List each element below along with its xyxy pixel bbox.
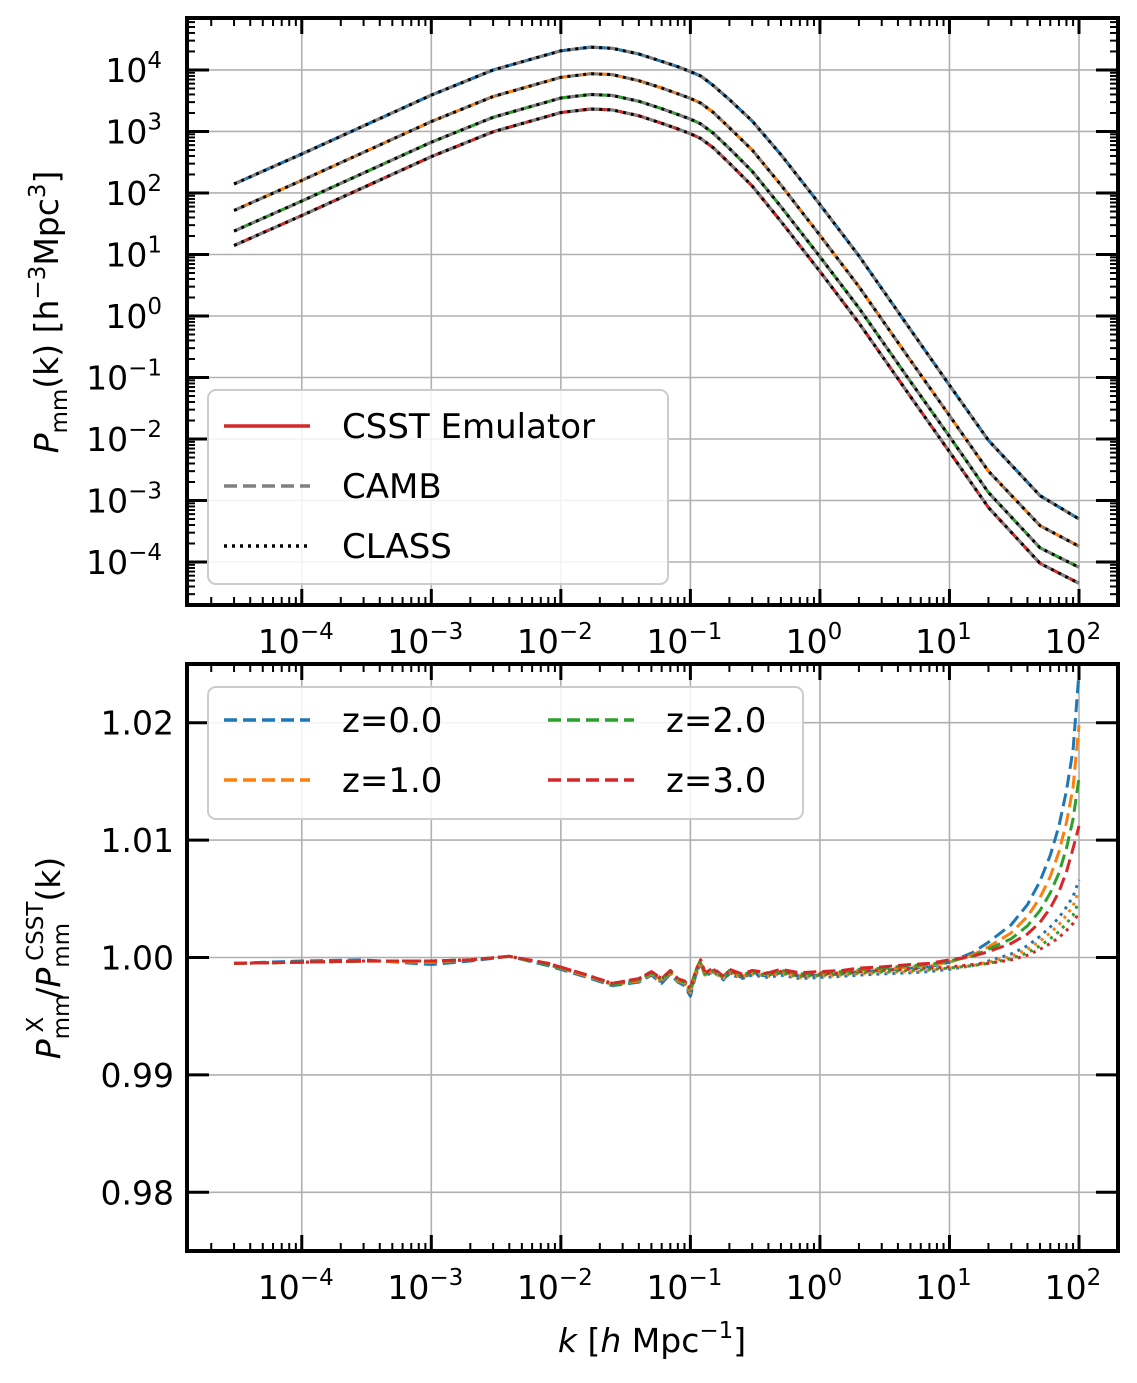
x-tick-label: 10−1 xyxy=(646,1265,722,1307)
y-tick-label: 101 xyxy=(105,232,162,274)
top-ticks: 10−4 10−3 10−2 10−1 100 101 102 104 103 102 101 100… xyxy=(86,18,1118,661)
x-tick-label: 10−2 xyxy=(517,619,593,661)
legend-label-z3: z=3.0 xyxy=(666,761,766,801)
x-tick-label: 10−3 xyxy=(387,619,463,661)
legend-label-class: CLASS xyxy=(342,527,452,567)
x-tick-label: 10−4 xyxy=(258,1265,334,1307)
x-tick-label: 10−1 xyxy=(646,619,722,661)
y-tick-label: 10−1 xyxy=(86,355,162,397)
x-tick-label: 100 xyxy=(786,1265,843,1307)
x-tick-label: 102 xyxy=(1045,1265,1102,1307)
y-tick-label: 102 xyxy=(105,171,162,213)
legend-label-camb: CAMB xyxy=(342,467,442,507)
top-legend: CSST Emulator CAMB CLASS xyxy=(207,389,669,585)
x-tick-label: 10−2 xyxy=(517,1265,593,1307)
legend-label-emulator: CSST Emulator xyxy=(342,407,595,447)
bottom-legend-box xyxy=(207,686,804,820)
ratio-line-6 xyxy=(234,900,1081,992)
bottom-panel-ratio: 10−4 10−3 10−2 10−1 100 101 102 1.02 1.01 1.00 0.9… xyxy=(23,662,1120,1360)
y-tick-label: 104 xyxy=(105,48,162,90)
series-line-class-z=1.0 xyxy=(233,72,1080,548)
series-line-class-z=0.0 xyxy=(233,45,1080,521)
y-tick-label: 10−2 xyxy=(86,417,162,459)
ratio-line-4 xyxy=(234,879,1081,996)
series-line-class-z=3.0 xyxy=(233,107,1080,585)
top-panel-power-spectrum: 10−4 10−3 10−2 10−1 100 101 102 104 103 102 101 100… xyxy=(25,16,1120,661)
top-plot-frame xyxy=(185,16,1120,607)
y-tick-label: 103 xyxy=(105,109,162,151)
x-tick-label: 101 xyxy=(915,619,972,661)
top-y-axis-label: Pmm(k) [h−3Mpc3] xyxy=(25,171,73,454)
x-tick-label: 100 xyxy=(786,619,843,661)
x-tick-label: 10−3 xyxy=(387,1265,463,1307)
legend-label-z2: z=2.0 xyxy=(666,701,766,741)
y-tick-label: 0.99 xyxy=(101,1056,174,1095)
y-tick-label: 1.01 xyxy=(101,821,174,860)
top-lines xyxy=(233,45,1080,585)
x-tick-label: 102 xyxy=(1045,619,1102,661)
bottom-legend: z=0.0 z=1.0 z=2.0 z=3.0 xyxy=(207,686,804,820)
x-tick-label: 10−4 xyxy=(258,619,334,661)
bottom-lines xyxy=(233,672,1081,998)
bottom-x-axis-label: k [h Mpc−1] xyxy=(558,1318,746,1360)
bottom-ticks: 10−4 10−3 10−2 10−1 100 101 102 1.02 1.01 1.00 0.9… xyxy=(101,664,1118,1307)
y-tick-label: 1.02 xyxy=(101,704,174,743)
y-tick-label: 10−4 xyxy=(86,540,162,582)
y-tick-label: 100 xyxy=(105,294,162,336)
legend-label-z1: z=1.0 xyxy=(342,761,442,801)
y-tick-label: 0.98 xyxy=(101,1173,174,1212)
series-line-class-z=2.0 xyxy=(233,92,1080,569)
ratio-line-5 xyxy=(234,890,1081,995)
y-tick-label: 10−3 xyxy=(86,479,162,521)
y-tick-label: 1.00 xyxy=(101,939,174,978)
legend-label-z0: z=0.0 xyxy=(342,701,442,741)
bottom-y-axis-label: PmmX/PmmCSST(k) xyxy=(23,857,75,1060)
top-legend-box xyxy=(207,389,669,585)
x-tick-label: 101 xyxy=(915,1265,972,1307)
